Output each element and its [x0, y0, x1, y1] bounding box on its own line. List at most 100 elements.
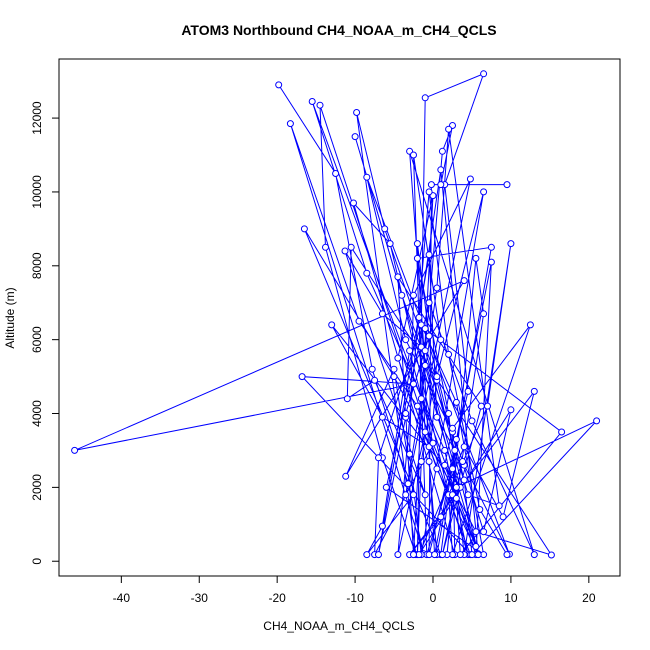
data-point: [487, 243, 495, 251]
x-tick-label: 0: [430, 591, 437, 605]
data-point: [390, 365, 398, 373]
x-tick-label: 20: [582, 591, 596, 605]
data-point: [429, 439, 437, 447]
data-point: [464, 491, 472, 499]
data-point: [300, 225, 308, 233]
data-point: [425, 299, 433, 307]
data-point: [437, 336, 445, 344]
data-point: [484, 402, 491, 410]
data-point: [558, 428, 566, 436]
data-point: [433, 284, 441, 292]
data-point: [495, 502, 503, 510]
data-point: [445, 410, 453, 417]
data-point: [363, 551, 371, 559]
y-axis: 0 2000 4000 6000 8000 10000 12000: [30, 101, 59, 565]
data-point: [499, 513, 507, 521]
data-point: [375, 551, 382, 559]
data-point: [487, 258, 495, 266]
data-point: [355, 317, 363, 325]
data-point: [438, 147, 446, 155]
data-point: [468, 417, 476, 425]
data-point: [480, 70, 488, 78]
data-point: [445, 125, 453, 133]
y-tick-label: 2000: [30, 474, 44, 501]
data-point: [464, 387, 472, 395]
data-point: [507, 406, 515, 414]
data-point: [351, 133, 359, 141]
data-point: [425, 188, 433, 196]
data-point: [433, 413, 441, 421]
data-point: [433, 373, 441, 381]
data-point: [347, 243, 355, 251]
data-point: [456, 551, 464, 559]
x-tick-label: 10: [504, 591, 518, 605]
data-point: [316, 101, 324, 109]
data-point: [437, 181, 445, 189]
data-point: [415, 314, 423, 321]
x-axis: -40 -30 -20 -10 0 10 20: [113, 576, 596, 605]
data-point: [425, 332, 433, 340]
data-point: [413, 240, 421, 248]
data-point: [378, 413, 386, 421]
data-point: [507, 240, 515, 248]
data-point: [441, 446, 449, 454]
data-point: [433, 465, 441, 473]
data-point: [394, 551, 402, 559]
data-point: [328, 321, 336, 329]
data-point: [342, 472, 350, 480]
data-point: [413, 254, 421, 262]
data-point: [425, 251, 433, 259]
y-tick-label: 4000: [30, 400, 44, 427]
x-axis-label: CH4_NOAA_m_CH4_QCLS: [263, 619, 414, 633]
data-point: [437, 513, 445, 521]
data-point: [298, 373, 306, 381]
data-point: [526, 321, 534, 329]
data-point: [275, 81, 283, 89]
data-point: [449, 465, 456, 473]
data-point: [452, 494, 460, 502]
data-point: [503, 551, 511, 559]
data-point: [593, 417, 601, 425]
data-point: [449, 424, 456, 432]
data-point: [404, 480, 412, 488]
data-point: [332, 170, 340, 177]
y-axis-label: Altitude (m): [3, 287, 17, 348]
data-point: [530, 551, 538, 559]
data-point: [308, 98, 316, 105]
data-point: [452, 483, 460, 491]
data-point: [480, 310, 488, 318]
x-tick-label: -30: [191, 591, 209, 605]
y-tick-label: 6000: [30, 326, 44, 353]
data-point: [371, 376, 379, 384]
data-point: [452, 435, 460, 443]
plot-area-frame: [58, 58, 621, 577]
data-point: [421, 428, 429, 436]
data-point: [350, 199, 357, 207]
data-point: [363, 173, 371, 181]
data-point: [459, 458, 467, 465]
data-point: [438, 551, 446, 559]
data-point: [476, 506, 484, 513]
data-point: [410, 380, 417, 388]
data-point: [402, 410, 410, 417]
data-point: [378, 310, 386, 318]
data-point: [410, 151, 417, 159]
data-point: [406, 450, 414, 458]
data-point: [410, 491, 417, 499]
data-point: [421, 491, 429, 499]
data-point: [390, 373, 398, 381]
data-point: [341, 247, 349, 255]
data-point: [437, 166, 445, 174]
data-point: [452, 398, 460, 406]
data-point: [460, 476, 468, 484]
data-point: [322, 243, 329, 251]
data-point: [425, 458, 433, 465]
data-point: [477, 402, 485, 410]
data-point: [421, 94, 429, 102]
data-point: [421, 347, 429, 355]
data-point: [410, 551, 417, 559]
y-tick-label: 12000: [30, 101, 44, 135]
x-tick-label: -10: [346, 591, 364, 605]
data-point: [410, 291, 417, 299]
